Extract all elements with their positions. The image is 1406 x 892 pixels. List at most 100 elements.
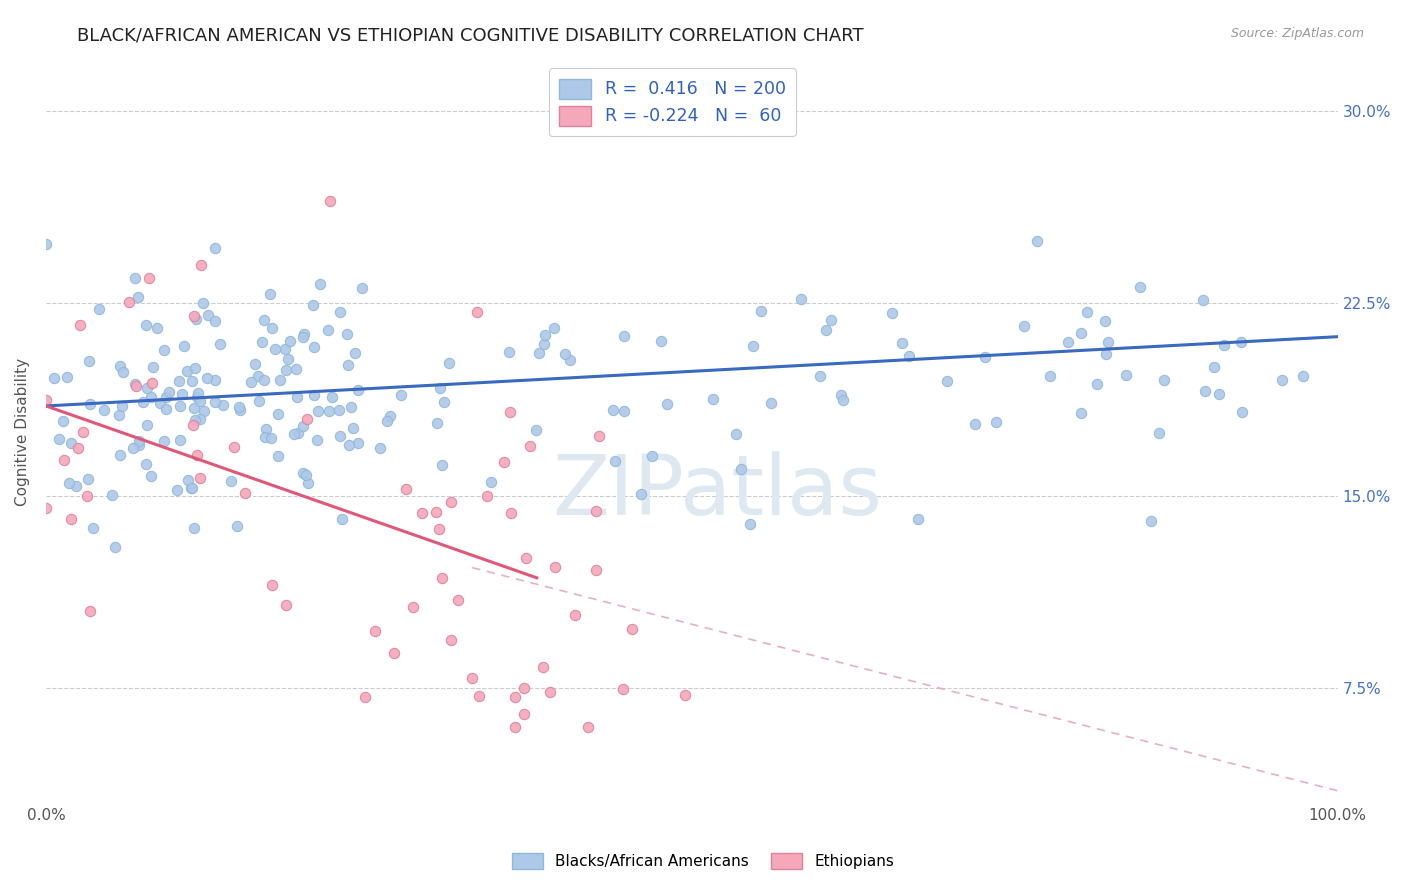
Point (974, 350, 997, 364)
Point (136, 417, 159, 432)
Point (336, 326, 359, 341)
Point (188, 470, 211, 484)
Point (1153, 374, 1175, 388)
Point (197, 370, 219, 384)
Point (155, 390, 177, 404)
Point (184, 360, 207, 375)
Point (440, 494, 463, 508)
Point (336, 358, 359, 372)
Point (254, 430, 277, 444)
Point (538, 685, 561, 699)
Point (204, 241, 226, 255)
Point (135, 457, 157, 471)
Point (266, 449, 288, 463)
Legend: Blacks/African Americans, Ethiopians: Blacks/African Americans, Ethiopians (506, 847, 900, 875)
Point (1229, 334, 1251, 349)
Point (104, 540, 127, 554)
Point (513, 681, 536, 695)
Point (465, 305, 488, 319)
Point (212, 398, 235, 412)
Point (302, 388, 325, 402)
Point (364, 624, 387, 639)
Point (1204, 359, 1226, 374)
Point (1147, 425, 1170, 440)
Point (585, 504, 607, 518)
Point (759, 396, 782, 410)
Point (128, 438, 150, 452)
Point (402, 600, 425, 615)
Point (588, 429, 610, 443)
Point (831, 393, 853, 408)
Point (101, 488, 124, 502)
Point (42, 371, 65, 385)
Point (515, 551, 537, 566)
Point (262, 578, 284, 592)
Point (429, 381, 451, 395)
Point (124, 376, 146, 391)
Point (328, 304, 350, 318)
Point (138, 270, 160, 285)
Point (135, 318, 157, 332)
Point (245, 357, 267, 371)
Point (498, 344, 520, 359)
Point (1129, 280, 1152, 294)
Text: ZIPatlas: ZIPatlas (553, 450, 883, 532)
Point (295, 412, 318, 426)
Point (432, 395, 454, 409)
Point (513, 706, 536, 721)
Point (1094, 314, 1116, 328)
Point (531, 660, 554, 674)
Point (197, 308, 219, 322)
Point (1292, 368, 1315, 383)
Point (1026, 234, 1049, 248)
Point (274, 363, 297, 377)
Point (613, 329, 636, 343)
Point (554, 346, 576, 360)
Point (183, 413, 205, 427)
Point (186, 448, 208, 462)
Point (605, 454, 627, 468)
Point (481, 475, 503, 489)
Point (499, 405, 522, 419)
Point (740, 516, 762, 531)
Point (321, 390, 343, 404)
Point (77, 472, 100, 486)
Point (620, 622, 643, 636)
Point (157, 384, 180, 399)
Point (1076, 304, 1098, 318)
Point (432, 458, 454, 472)
Point (285, 361, 308, 376)
Point (181, 374, 204, 388)
Point (233, 485, 256, 500)
Point (53, 453, 76, 467)
Point (534, 327, 557, 342)
Point (181, 481, 204, 495)
Point (505, 690, 527, 704)
Point (395, 482, 418, 496)
Point (318, 404, 340, 418)
Point (655, 397, 678, 411)
Point (112, 365, 135, 379)
Point (72, 425, 94, 439)
Point (526, 423, 548, 437)
Text: BLACK/AFRICAN AMERICAN VS ETHIOPIAN COGNITIVE DISABILITY CORRELATION CHART: BLACK/AFRICAN AMERICAN VS ETHIOPIAN COGN… (77, 27, 863, 45)
Point (226, 518, 249, 533)
Point (742, 339, 765, 353)
Point (118, 295, 141, 310)
Point (128, 434, 150, 448)
Point (294, 467, 316, 482)
Point (48, 432, 70, 446)
Point (292, 330, 315, 344)
Point (350, 281, 373, 295)
Point (1115, 368, 1137, 383)
Point (319, 194, 342, 208)
Point (141, 376, 163, 390)
Point (503, 720, 526, 734)
Point (749, 304, 772, 318)
Point (79, 397, 101, 411)
Point (229, 403, 252, 417)
Point (301, 297, 323, 311)
Point (1097, 335, 1119, 350)
Point (76, 490, 98, 504)
Point (329, 428, 352, 442)
